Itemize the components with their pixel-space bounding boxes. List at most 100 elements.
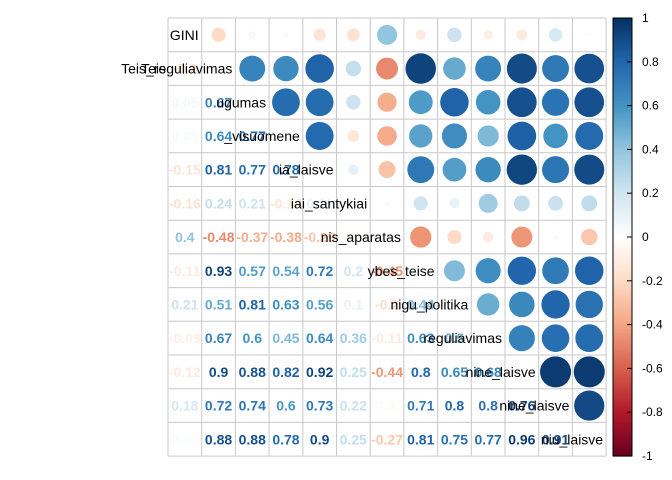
correlation-circle <box>482 231 494 243</box>
matrix-cell <box>302 321 337 355</box>
colorbar-segment <box>613 328 632 332</box>
matrix-cell <box>235 355 270 389</box>
correlation-circle <box>478 193 498 213</box>
colorbar-segment <box>613 171 632 175</box>
matrix-cell <box>168 119 202 153</box>
correlation-value: 0.72 <box>205 398 232 414</box>
colorbar-segment <box>613 145 632 148</box>
colorbar-segment <box>613 399 632 402</box>
colorbar-segment <box>613 66 632 69</box>
matrix-cell <box>168 388 202 423</box>
colorbar-segment <box>613 237 632 240</box>
colorbar-segment <box>613 315 632 319</box>
colorbar-segment <box>613 160 632 164</box>
matrix-cell <box>235 119 270 153</box>
matrix-cell <box>235 287 270 322</box>
matrix-cell <box>201 119 236 153</box>
colorbar-segment <box>613 70 632 74</box>
matrix-cell <box>168 220 202 254</box>
colorbar-segment <box>613 370 632 374</box>
matrix-cell <box>269 422 303 457</box>
correlation-circle <box>540 356 572 388</box>
matrix-cell <box>302 152 337 187</box>
colorbar-segment <box>613 394 632 398</box>
correlation-value: 0.78 <box>272 162 299 178</box>
colorbar-segment <box>613 353 632 356</box>
matrix-cell <box>269 119 303 153</box>
colorbar-segment <box>613 217 632 221</box>
variable-label: nis_aparatas <box>321 229 401 245</box>
colorbar-segment <box>613 282 632 286</box>
correlation-value: -0.29 <box>304 229 336 245</box>
variable-label: Teis_reguliavimas <box>121 61 232 77</box>
matrix-cell <box>201 287 236 322</box>
correlation-value: 0.68 <box>475 364 502 380</box>
correlation-circle <box>574 53 605 84</box>
correlation-circle <box>283 32 289 38</box>
colorbar-segment <box>613 188 632 192</box>
colorbar-segment <box>613 116 632 120</box>
color-legend: 1 0.8 0.6 0.4 0.2 0 -0.2 -0.4 -0.6 -0.8 -1 <box>612 11 663 463</box>
correlation-circle <box>305 121 334 150</box>
matrix-cell <box>168 186 202 221</box>
matrix-cell <box>269 388 303 423</box>
correlation-value: -0.09 <box>169 330 201 346</box>
variable-label: ugumas <box>216 94 266 110</box>
correlation-circle <box>506 154 538 185</box>
correlation-circle <box>574 256 604 286</box>
colorbar-segment <box>613 96 632 100</box>
matrix-cell <box>505 422 539 457</box>
matrix-cell <box>168 355 202 389</box>
correlation-circle <box>542 156 570 184</box>
colorbar-segment <box>613 101 632 105</box>
correlation-value: -0.16 <box>169 195 201 211</box>
correlation-circle <box>346 94 361 110</box>
colorbar-segment <box>613 193 632 196</box>
colorbar-segment <box>613 109 632 113</box>
correlation-value: 0.11 <box>306 195 333 211</box>
correlation-value: -0.03 <box>337 229 369 245</box>
correlation-circle <box>543 123 568 149</box>
colorbar-segment <box>613 173 632 177</box>
colorbar-segment <box>613 278 632 282</box>
colorbar-segment <box>613 195 632 199</box>
correlation-circle <box>248 31 256 39</box>
colorbar-tick-label: 0.4 <box>642 142 659 156</box>
matrix-cell <box>235 186 270 221</box>
correlation-circle <box>443 260 465 282</box>
colorbar-segment <box>613 123 632 126</box>
colorbar-segment <box>613 94 632 98</box>
matrix-cell <box>471 321 505 355</box>
correlation-value: -0.27 <box>371 431 403 447</box>
colorbar-segment <box>613 197 632 201</box>
correlation-circle <box>541 88 570 116</box>
correlation-value: 0.6 <box>276 398 296 414</box>
colorbar-segment <box>613 22 632 26</box>
colorbar-segment <box>613 136 632 140</box>
colorbar-segment <box>613 364 632 367</box>
colorbar-segment <box>613 425 632 429</box>
colorbar-segment <box>613 175 632 179</box>
correlation-value: 0.6 <box>243 330 263 346</box>
correlation-value: 0.8 <box>445 398 465 414</box>
colorbar-segment <box>613 18 632 21</box>
correlation-circle <box>475 156 501 183</box>
colorbar-segment <box>613 33 632 37</box>
matrix-cell <box>336 186 371 221</box>
correlation-circle <box>575 290 603 319</box>
correlation-value: 0.21 <box>239 195 266 211</box>
correlation-value: 0.74 <box>239 398 266 414</box>
matrix-cell <box>235 85 270 120</box>
colorbar-segment <box>613 361 632 365</box>
matrix-cell <box>403 287 438 322</box>
colorbar-segment <box>613 114 632 118</box>
variable-label-overflow: Teis <box>141 61 166 77</box>
correlation-circle <box>548 28 563 42</box>
correlation-circle <box>313 28 326 41</box>
matrix-cell <box>370 422 404 457</box>
correlation-value: 0.72 <box>306 263 333 279</box>
colorbar-segment <box>613 37 632 41</box>
correlation-circle <box>239 55 266 82</box>
colorbar-segment <box>613 342 632 345</box>
